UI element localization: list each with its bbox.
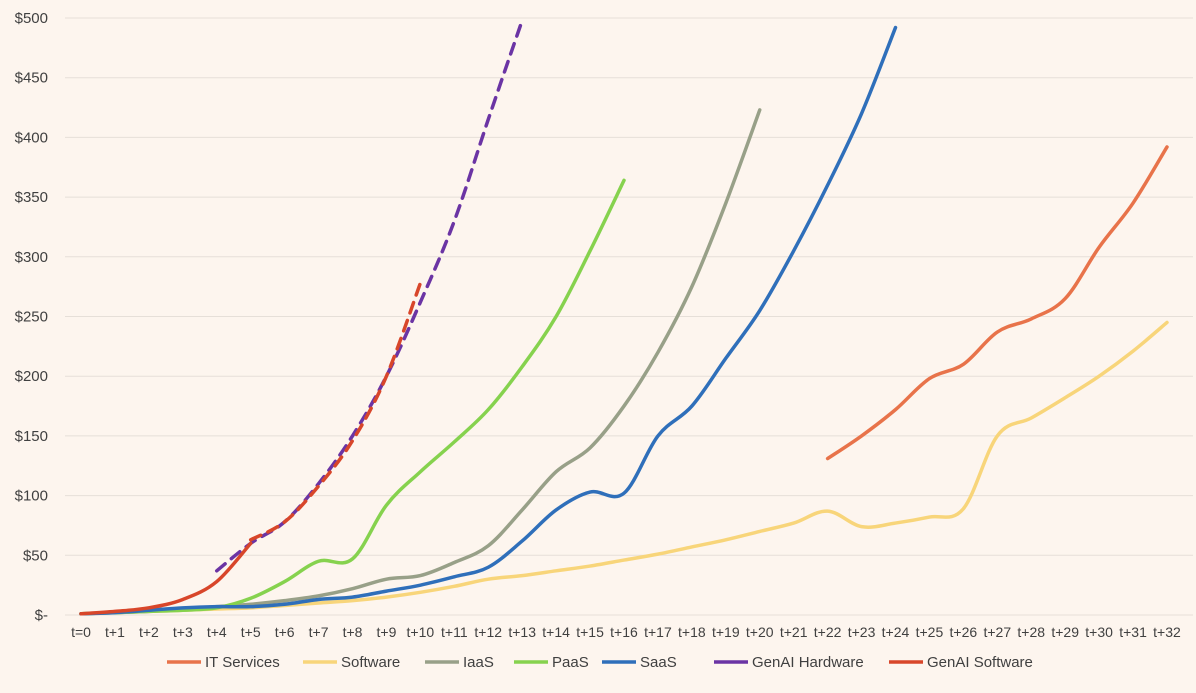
gridlines <box>65 17 1193 616</box>
legend-item-iaas: IaaS <box>425 654 494 671</box>
y-tick-label: $150 <box>15 428 48 445</box>
series-line-saas <box>79 25 898 616</box>
x-tick-label: t+21 <box>780 624 808 640</box>
y-tick-label: $50 <box>23 547 48 564</box>
legend-item-genai-hardware: GenAI Hardware <box>714 654 864 671</box>
legend-item-saas: SaaS <box>602 654 677 671</box>
x-tick-label: t+25 <box>916 624 944 640</box>
series-line-genai-hardware <box>215 18 524 573</box>
x-tick-label: t+19 <box>712 624 740 640</box>
y-tick-label: $500 <box>15 10 48 27</box>
series-line-it-services <box>825 145 1169 461</box>
legend-label: IaaS <box>463 654 494 671</box>
legend-item-paas: PaaS <box>514 654 589 671</box>
x-tick-label: t+15 <box>576 624 604 640</box>
series-line-genai-software-dashed <box>248 281 423 542</box>
series-lines <box>79 18 1169 616</box>
y-tick-label: $100 <box>15 488 48 505</box>
y-tick-label: $300 <box>15 249 48 266</box>
legend-label: GenAI Software <box>927 654 1033 671</box>
series-line-paas <box>79 178 626 616</box>
x-tick-label: t+32 <box>1153 624 1181 640</box>
x-tick-label: t+17 <box>644 624 672 640</box>
x-tick-label: t+13 <box>508 624 536 640</box>
legend-item-software: Software <box>303 654 400 671</box>
series-line-iaas <box>79 108 762 616</box>
x-tick-label: t+9 <box>377 624 397 640</box>
legend: IT Services Software IaaS PaaS SaaS GenAI Har… <box>167 654 1033 671</box>
y-tick-label: $- <box>35 607 48 624</box>
x-tick-label: t+28 <box>1017 624 1045 640</box>
x-axis-tick-labels: t=0 t+1 t+2 t+3 t+4 t+5 t+6 t+7 t+8 t+9 t+10 t+11 t+… <box>71 624 1181 640</box>
x-tick-label: t+6 <box>275 624 295 640</box>
x-tick-label: t+20 <box>746 624 774 640</box>
x-tick-label: t+8 <box>343 624 363 640</box>
x-tick-label: t=0 <box>71 624 91 640</box>
legend-label: GenAI Hardware <box>752 654 864 671</box>
x-tick-label: t+24 <box>882 624 910 640</box>
x-tick-label: t+7 <box>309 624 329 640</box>
x-tick-label: t+4 <box>207 624 227 640</box>
x-tick-label: t+22 <box>814 624 842 640</box>
y-tick-label: $200 <box>15 368 48 385</box>
legend-item-genai-software: GenAI Software <box>889 654 1033 671</box>
y-tick-label: $400 <box>15 129 48 146</box>
series-line-software <box>79 320 1169 616</box>
y-tick-label: $250 <box>15 309 48 326</box>
legend-label: Software <box>341 654 400 671</box>
x-tick-label: t+12 <box>474 624 502 640</box>
legend-label: PaaS <box>552 654 589 671</box>
x-tick-label: t+31 <box>1119 624 1147 640</box>
x-tick-label: t+30 <box>1085 624 1113 640</box>
x-tick-label: t+10 <box>407 624 435 640</box>
x-tick-label: t+14 <box>542 624 570 640</box>
legend-item-it-services: IT Services <box>167 654 280 671</box>
x-tick-label: t+26 <box>950 624 978 640</box>
x-tick-label: t+5 <box>241 624 261 640</box>
x-tick-label: t+2 <box>139 624 159 640</box>
x-tick-label: t+29 <box>1051 624 1079 640</box>
x-tick-label: t+23 <box>848 624 876 640</box>
x-tick-label: t+18 <box>678 624 706 640</box>
x-tick-label: t+16 <box>610 624 638 640</box>
x-tick-label: t+27 <box>983 624 1011 640</box>
legend-label: IT Services <box>205 654 280 671</box>
series-line-genai-software <box>79 541 253 616</box>
y-tick-label: $450 <box>15 70 48 87</box>
legend-label: SaaS <box>640 654 677 671</box>
x-tick-label: t+11 <box>441 624 468 640</box>
y-axis-tick-labels: $- $50 $100 $150 $200 $250 $300 $350 $400 $450 $50… <box>15 10 48 624</box>
x-tick-label: t+1 <box>105 624 125 640</box>
x-tick-label: t+3 <box>173 624 193 640</box>
y-tick-label: $350 <box>15 189 48 206</box>
